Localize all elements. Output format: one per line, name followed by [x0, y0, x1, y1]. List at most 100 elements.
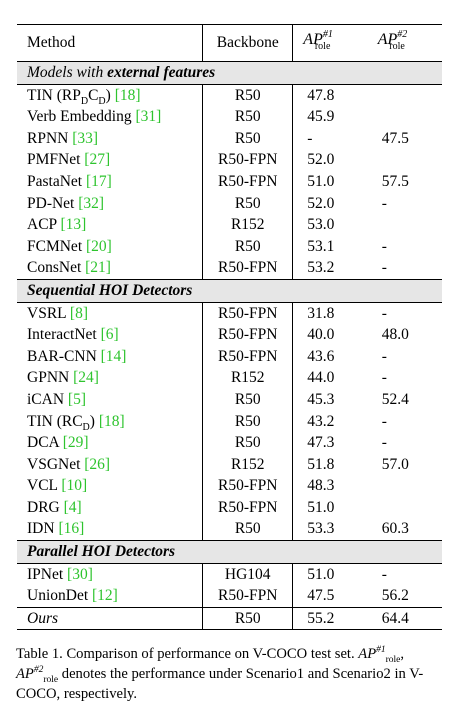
citation-ref: [10] — [61, 477, 88, 495]
results-table: Method Backbone AP#1role AP#2role Models… — [17, 24, 442, 631]
table-row: PastaNet [17] R50-FPN 51.0 57.5 — [17, 170, 442, 193]
backbone-cell: R50-FPN — [202, 324, 294, 346]
caption-comma: , — [400, 646, 405, 662]
table-row: ACP [13] R152 53.0 — [17, 214, 442, 236]
method-name: VSGNet — [27, 455, 85, 473]
backbone-cell: R50-FPN — [202, 345, 294, 368]
method-name: VSRL — [27, 304, 70, 322]
backbone-cell: R50 — [202, 235, 294, 258]
ap-role-2-cell: - — [381, 347, 387, 365]
caption-part1: Table 1. Comparison of performance on V-… — [16, 646, 359, 662]
method-name-suffix: ) — [105, 86, 115, 104]
ap-role-2-cell: 57.0 — [381, 455, 409, 473]
method-name: GPNN — [27, 369, 74, 387]
ap-role-2-cell — [374, 84, 442, 106]
method-name: DCA — [27, 434, 63, 452]
method-name: DRG — [27, 498, 64, 516]
header-ap1-sup: #1 — [322, 28, 333, 40]
method-name: RPNN — [27, 129, 73, 147]
citation-ref: [17] — [85, 172, 112, 190]
citation-ref: [30] — [67, 565, 93, 583]
table-row: RPNN [33] R50-47.5 — [17, 127, 442, 150]
header-ap-role-1: AP#1role — [293, 25, 374, 62]
caption-part2: denotes the performance under Scenario1 … — [16, 666, 424, 702]
method-cell: PastaNet [17] — [17, 170, 204, 193]
ap-role-1-cell: 53.2 — [307, 259, 335, 277]
section-title-bold: Parallel HOI Detectors — [27, 543, 176, 561]
method-cell: VSRL [8] — [17, 302, 204, 325]
ap-role-1-cell: 44.0 — [307, 369, 335, 387]
citation-ref: [16] — [58, 520, 85, 538]
method-cell: DCA [29] — [17, 432, 204, 454]
ap-role-1-cell: 47.5 — [307, 587, 335, 605]
header-ap1-text: AP — [303, 30, 323, 48]
method-cell: UnionDet [12] — [17, 585, 204, 608]
table-row: TIN (RCD) [18] R50 43.2- — [17, 410, 442, 433]
citation-ref: [4] — [63, 498, 82, 516]
section-title: Parallel HOI Detectors — [17, 540, 442, 564]
table-row: PD-Net [32] R50 52.0- — [17, 192, 442, 215]
method-name-mid: C — [88, 86, 99, 104]
method-cell: TIN (RCD) [18] — [17, 410, 204, 433]
method-name: TIN (RC — [27, 412, 83, 430]
method-subscript: D — [82, 421, 90, 433]
ap-role-1-cell: - — [307, 129, 313, 147]
method-cell: GPNN [24] — [17, 367, 204, 389]
ap-role-1-cell: 43.2 — [307, 412, 335, 430]
section-title-bold: Sequential HOI Detectors — [27, 281, 193, 299]
method-cell: InteractNet [6] — [17, 324, 204, 346]
method-cell: PD-Net [32] — [17, 192, 204, 215]
ap-role-2-cell: - — [381, 434, 387, 452]
ap-role-2-cell: - — [381, 304, 387, 322]
ap-role-1-cell: 40.0 — [307, 326, 335, 344]
table-row: VSRL [8] R50-FPN 31.8- — [17, 302, 442, 325]
backbone-cell: R152 — [202, 367, 294, 389]
ap-role-2-cell — [374, 106, 442, 128]
backbone-cell: R50 — [202, 518, 294, 541]
ap-role-2-cell: - — [381, 565, 387, 583]
method-cell: ConsNet [21] — [17, 257, 204, 280]
table-row: BAR-CNN [14] R50-FPN 43.6- — [17, 345, 442, 368]
header-ap2-sub: role — [389, 40, 405, 52]
method-cell: VSGNet [26] — [17, 453, 204, 476]
table-row: DRG [4] R50-FPN 51.0 — [17, 496, 442, 519]
method-cell: VCL [10] — [17, 475, 204, 497]
ap-role-1-cell: 45.3 — [307, 390, 335, 408]
backbone-cell: R152 — [202, 453, 294, 476]
table-row: IPNet [30] HG104 51.0- — [17, 563, 442, 586]
backbone-cell: R50-FPN — [202, 496, 294, 519]
caption-ap2: AP#2role — [16, 665, 59, 685]
caption-ap2-sub: role — [43, 674, 59, 685]
ap-role-1-cell: 51.0 — [307, 172, 335, 190]
method-name: PD-Net — [27, 194, 79, 212]
backbone-cell: R50-FPN — [202, 585, 294, 608]
citation-ref: [29] — [62, 434, 89, 452]
backbone-cell: R50-FPN — [202, 475, 294, 497]
ap-role-2-cell: 47.5 — [381, 129, 409, 147]
citation-ref: [18] — [98, 412, 125, 430]
citation-ref: [26] — [84, 455, 111, 473]
caption-ap2-sup: #2 — [33, 665, 44, 676]
method-name: PMFNet — [27, 151, 85, 169]
method-cell: iCAN [5] — [17, 388, 204, 411]
table-row: FCMNet [20] R50 53.1- — [17, 235, 442, 258]
method-cell: ACP [13] — [17, 214, 204, 236]
caption-ap1-sup: #1 — [376, 645, 386, 656]
citation-ref: [24] — [73, 369, 99, 387]
method-name: InteractNet — [27, 326, 101, 344]
table-row: iCAN [5] R50 45.3 52.4 — [17, 388, 442, 411]
method-cell: IPNet [30] — [17, 563, 204, 586]
backbone-cell: HG104 — [202, 563, 294, 586]
header-ap-role-2: AP#2role — [374, 25, 442, 62]
method-name: ConsNet — [27, 259, 86, 277]
section-title-prefix: Models with — [27, 64, 108, 81]
ap-role-2-cell — [374, 149, 442, 171]
method-name: VCL — [27, 477, 62, 495]
method-name: FCMNet — [27, 237, 86, 255]
ap-role-1-cell: 51.0 — [307, 498, 335, 516]
ap-role-1-cell: 43.6 — [307, 347, 335, 365]
method-name: IPNet — [27, 565, 68, 583]
method-cell: Verb Embedding [31] — [17, 106, 204, 128]
table-caption: Table 1. Comparison of performance on V-… — [16, 644, 442, 704]
citation-ref: [12] — [92, 587, 118, 605]
